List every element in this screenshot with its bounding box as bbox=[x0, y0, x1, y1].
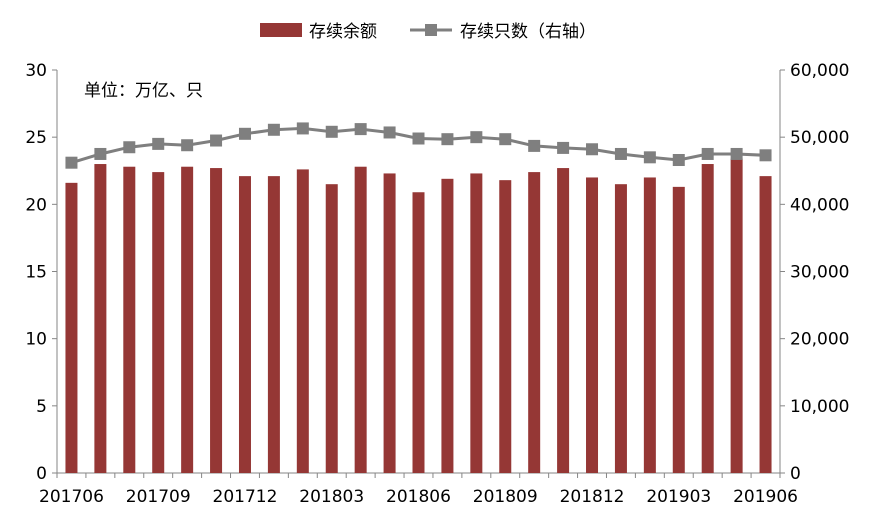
count-marker bbox=[123, 141, 136, 154]
legend: 存续余额 存续只数（右轴） bbox=[260, 22, 596, 42]
right-tick-label: 40,000 bbox=[790, 195, 849, 215]
right-tick-label: 10,000 bbox=[790, 397, 849, 417]
legend-swatch-balance bbox=[260, 23, 302, 37]
x-tick-label: 201706 bbox=[39, 487, 104, 507]
bar-balance bbox=[528, 172, 541, 474]
x-tick-label: 201712 bbox=[213, 487, 278, 507]
x-tick-label: 201809 bbox=[473, 487, 538, 507]
bar-balance bbox=[614, 184, 627, 473]
count-marker bbox=[643, 151, 656, 164]
legend-marker-count bbox=[425, 24, 437, 36]
bar-balance bbox=[325, 184, 338, 473]
bar-balance bbox=[672, 186, 685, 473]
count-marker bbox=[65, 156, 78, 169]
bar-balance bbox=[65, 182, 78, 473]
bar-balance bbox=[383, 173, 396, 474]
count-marker bbox=[701, 147, 714, 160]
bar-balance bbox=[94, 164, 107, 474]
left-tick-label: 25 bbox=[25, 128, 47, 148]
count-marker bbox=[412, 132, 425, 145]
count-marker bbox=[557, 141, 570, 154]
bar-balance bbox=[296, 169, 309, 473]
count-marker bbox=[296, 122, 309, 135]
bar-balance bbox=[470, 173, 483, 474]
x-tick-label: 201812 bbox=[560, 487, 625, 507]
count-marker bbox=[614, 147, 627, 160]
count-marker bbox=[730, 147, 743, 160]
bar-balance bbox=[499, 180, 512, 474]
left-tick-label: 10 bbox=[25, 330, 47, 350]
right-tick-label: 50,000 bbox=[790, 128, 849, 148]
bar-balance bbox=[354, 166, 367, 473]
count-marker bbox=[325, 125, 338, 138]
count-marker bbox=[672, 154, 685, 167]
x-tick-label: 201803 bbox=[299, 487, 364, 507]
count-marker bbox=[586, 143, 599, 156]
bar-balance bbox=[267, 176, 280, 473]
x-tick-label: 201903 bbox=[646, 487, 711, 507]
bar-balance bbox=[152, 172, 165, 474]
count-marker bbox=[759, 149, 772, 162]
left-tick-label: 0 bbox=[36, 464, 47, 484]
count-marker bbox=[528, 139, 541, 152]
unit-note: 单位：万亿、只 bbox=[84, 81, 203, 101]
count-marker bbox=[470, 131, 483, 144]
right-axis-ticks: 0 10,000 20,000 30,000 40,000 50,000 60,000 bbox=[780, 61, 849, 484]
left-tick-label: 15 bbox=[25, 263, 47, 283]
legend-label-balance: 存续余额 bbox=[309, 22, 377, 42]
count-marker bbox=[152, 137, 165, 150]
count-marker bbox=[383, 126, 396, 139]
bar-balance bbox=[730, 158, 743, 473]
bar-balance bbox=[586, 177, 599, 473]
bar-balance bbox=[181, 166, 194, 473]
bar-balance bbox=[441, 178, 454, 473]
bar-balance bbox=[759, 176, 772, 473]
right-tick-label: 0 bbox=[790, 464, 801, 484]
bar-balance bbox=[643, 177, 656, 473]
left-axis-ticks: 0 5 10 15 20 25 30 bbox=[25, 61, 57, 484]
legend-label-count: 存续只数（右轴） bbox=[460, 22, 596, 42]
count-marker bbox=[267, 123, 280, 136]
count-marker bbox=[441, 133, 454, 146]
right-tick-label: 20,000 bbox=[790, 330, 849, 350]
count-marker bbox=[354, 123, 367, 136]
count-marker bbox=[181, 139, 194, 152]
left-tick-label: 30 bbox=[25, 61, 47, 81]
balance-bars bbox=[65, 158, 772, 474]
bar-balance bbox=[412, 192, 425, 473]
x-tick-label: 201806 bbox=[386, 487, 451, 507]
count-marker bbox=[499, 133, 512, 146]
right-tick-label: 60,000 bbox=[790, 61, 849, 81]
left-tick-label: 5 bbox=[36, 397, 47, 417]
count-marker bbox=[210, 134, 223, 147]
bar-balance bbox=[238, 176, 251, 473]
x-tick-label: 201709 bbox=[126, 487, 191, 507]
bar-balance bbox=[210, 168, 223, 473]
left-tick-label: 20 bbox=[25, 195, 47, 215]
x-axis-ticks: 201706 201709 201712 201803 201806 201809 2018… bbox=[39, 473, 798, 507]
count-marker bbox=[94, 147, 107, 160]
bar-balance bbox=[701, 164, 714, 474]
right-tick-label: 30,000 bbox=[790, 263, 849, 283]
count-marker bbox=[238, 127, 251, 140]
x-tick-label: 201906 bbox=[733, 487, 798, 507]
bar-balance bbox=[557, 168, 570, 473]
count-markers bbox=[65, 122, 772, 169]
bar-balance bbox=[123, 166, 136, 473]
